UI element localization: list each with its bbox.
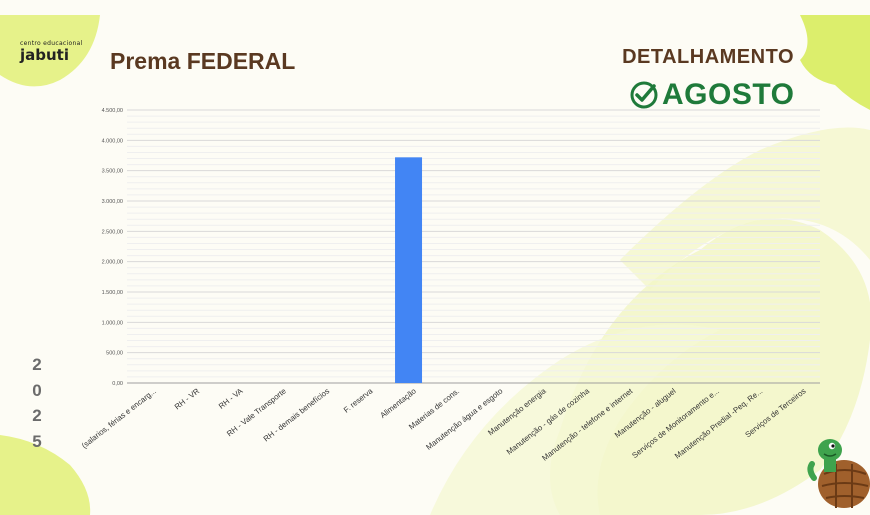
y-tick-label: 2.000,00 bbox=[102, 260, 123, 266]
year-digit: 0 bbox=[32, 380, 42, 400]
x-tick-label: RH - VR bbox=[173, 386, 202, 411]
turtle-mascot-icon bbox=[807, 439, 870, 508]
x-tick-label: (salarios, férias e encarg... bbox=[80, 386, 158, 450]
year-vertical: 2 0 2 5 bbox=[30, 352, 44, 454]
year-digit: 5 bbox=[32, 431, 42, 451]
y-tick-label: 1.000,00 bbox=[102, 320, 123, 326]
x-tick-label: RH - VA bbox=[217, 386, 245, 411]
month-label: AGOSTO bbox=[662, 78, 795, 111]
x-tick-label: Alimentação bbox=[378, 386, 418, 420]
brand-logo: centro educacional jabuti bbox=[20, 40, 90, 64]
year-digit: 2 bbox=[32, 406, 42, 425]
logo-subtitle: centro educacional bbox=[20, 40, 83, 47]
bar bbox=[395, 157, 423, 383]
x-tick-label: Serviços de Monitoramento e... bbox=[630, 386, 721, 460]
y-tick-label: 4.000,00 bbox=[102, 138, 123, 144]
x-tick-label: Manutenção - gás de cozinha bbox=[505, 386, 592, 456]
x-tick-label: F. reserva bbox=[342, 386, 375, 415]
logo-name: jabuti bbox=[20, 46, 69, 64]
page-title: Prema FEDERAL bbox=[110, 48, 296, 74]
x-tick-label: Manutenção - telefone e internet bbox=[540, 386, 635, 463]
check-circle-icon bbox=[630, 81, 658, 109]
x-tick-label: Manutenção água e esgoto bbox=[424, 386, 505, 452]
y-tick-label: 4.500,00 bbox=[102, 108, 123, 114]
y-tick-label: 2.500,00 bbox=[102, 229, 123, 235]
detail-heading: DETALHAMENTO bbox=[622, 46, 794, 68]
y-tick-label: 3.500,00 bbox=[102, 169, 123, 175]
year-digit: 2 bbox=[32, 355, 42, 374]
y-tick-label: 1.500,00 bbox=[102, 290, 123, 296]
x-tick-label: Manutenção Predial -Peq. Re... bbox=[673, 386, 764, 460]
y-tick-label: 0,00 bbox=[112, 381, 123, 387]
y-tick-label: 500,00 bbox=[106, 351, 123, 357]
y-tick-label: 3.000,00 bbox=[102, 199, 123, 205]
